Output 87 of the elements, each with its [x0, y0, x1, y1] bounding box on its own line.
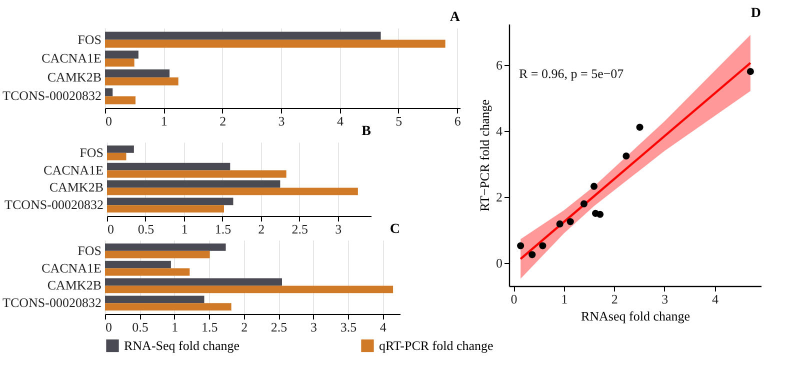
- x-tick-label: 4: [380, 320, 387, 334]
- bar: [107, 170, 286, 178]
- x-tick-label: 4: [336, 114, 344, 128]
- chart-title: D: [750, 6, 761, 21]
- y-tick-label: 0: [496, 255, 502, 270]
- x-tick-label: 2: [241, 320, 248, 334]
- bar: [105, 96, 136, 104]
- y-tick-label: CAMK2B: [49, 180, 104, 195]
- x-tick-label: 1.5: [214, 222, 232, 236]
- bar: [105, 88, 113, 96]
- y-tick-label: FOS: [78, 32, 102, 47]
- chart-title: C: [390, 222, 400, 237]
- x-tick-label: 5: [396, 114, 402, 128]
- bar: [107, 145, 134, 153]
- x-tick-label: 3: [335, 222, 342, 236]
- x-tick-label: 4: [712, 292, 719, 306]
- x-tick-label: 0.5: [138, 222, 154, 236]
- x-tick-label: 1: [160, 114, 168, 128]
- y-tick-label: CACNA1E: [44, 162, 104, 178]
- bar: [105, 40, 446, 48]
- y-tick-label: 4: [496, 123, 503, 138]
- x-tick-label: 2.5: [292, 222, 308, 236]
- bar: [107, 205, 224, 213]
- y-tick-label: 2: [496, 189, 502, 204]
- legend-label: qRT-PCR fold change: [379, 338, 494, 353]
- x-tick-label: 0: [108, 222, 114, 236]
- bar: [105, 32, 381, 40]
- x-axis-title: RNAseq fold change: [580, 308, 690, 324]
- bar: [107, 188, 358, 196]
- x-tick-label: 1: [561, 292, 568, 306]
- y-tick-label: TCONS-00020832: [2, 88, 102, 104]
- line-series: [519, 62, 752, 260]
- point: [580, 200, 588, 208]
- y-tick-label: CAMK2B: [47, 69, 102, 84]
- bar: [105, 286, 394, 294]
- point: [566, 218, 574, 226]
- legend-label: RNA-Seq fold change: [124, 338, 240, 353]
- bar: [105, 77, 178, 86]
- x-tick-label: 2: [258, 222, 265, 236]
- x-tick-label: 3: [278, 114, 285, 128]
- y-tick-label: FOS: [80, 144, 104, 160]
- bar: [105, 50, 138, 59]
- x-tick-label: 1: [181, 222, 188, 236]
- point: [596, 210, 604, 218]
- point: [517, 242, 524, 250]
- bar: [105, 278, 282, 286]
- x-tick-label: 1.5: [201, 320, 218, 334]
- bar: [105, 303, 232, 311]
- x-tick-label: 2: [611, 292, 618, 306]
- point: [636, 124, 644, 131]
- bar: [107, 198, 234, 206]
- x-tick-label: 6: [454, 114, 462, 128]
- x-tick-label: 1: [172, 320, 178, 334]
- bar: [105, 268, 190, 276]
- y-tick-label: FOS: [78, 242, 102, 258]
- y-tick-label: CACNA1E: [42, 50, 102, 66]
- chart-title: B: [362, 124, 371, 139]
- y-tick-label: TCONS-00020832: [2, 295, 102, 310]
- x-tick-label: 2: [220, 114, 226, 128]
- bar: [105, 58, 134, 67]
- bar: [105, 69, 170, 78]
- point: [556, 220, 564, 228]
- x-tick-label: 2.5: [270, 320, 288, 334]
- bar: [107, 180, 280, 188]
- point: [528, 251, 536, 258]
- bar: [105, 260, 171, 268]
- x-tick-label: 0: [510, 292, 518, 306]
- y-tick-label: TCONS-00020832: [4, 197, 104, 212]
- x-tick-label: 3: [662, 292, 668, 306]
- x-tick-label: 3.5: [340, 320, 357, 334]
- bar: [107, 162, 230, 170]
- bar: [105, 250, 210, 258]
- annotation: R = 0.96, p = 5e−07: [519, 66, 624, 81]
- y-tick-label: CAMK2B: [47, 278, 102, 293]
- y-tick-label: CACNA1E: [42, 260, 102, 276]
- point: [622, 152, 630, 160]
- chart-title: A: [450, 10, 461, 25]
- point: [590, 182, 598, 190]
- x-tick-label: 0.5: [132, 320, 148, 334]
- point: [539, 242, 546, 250]
- y-tick-label: 6: [496, 57, 503, 72]
- point: [746, 68, 754, 76]
- x-tick-label: 3: [310, 320, 317, 334]
- bar: [105, 243, 226, 251]
- y-axis-title: RT−PCR fold change: [477, 99, 492, 212]
- bar: [107, 152, 126, 160]
- bar: [105, 296, 204, 304]
